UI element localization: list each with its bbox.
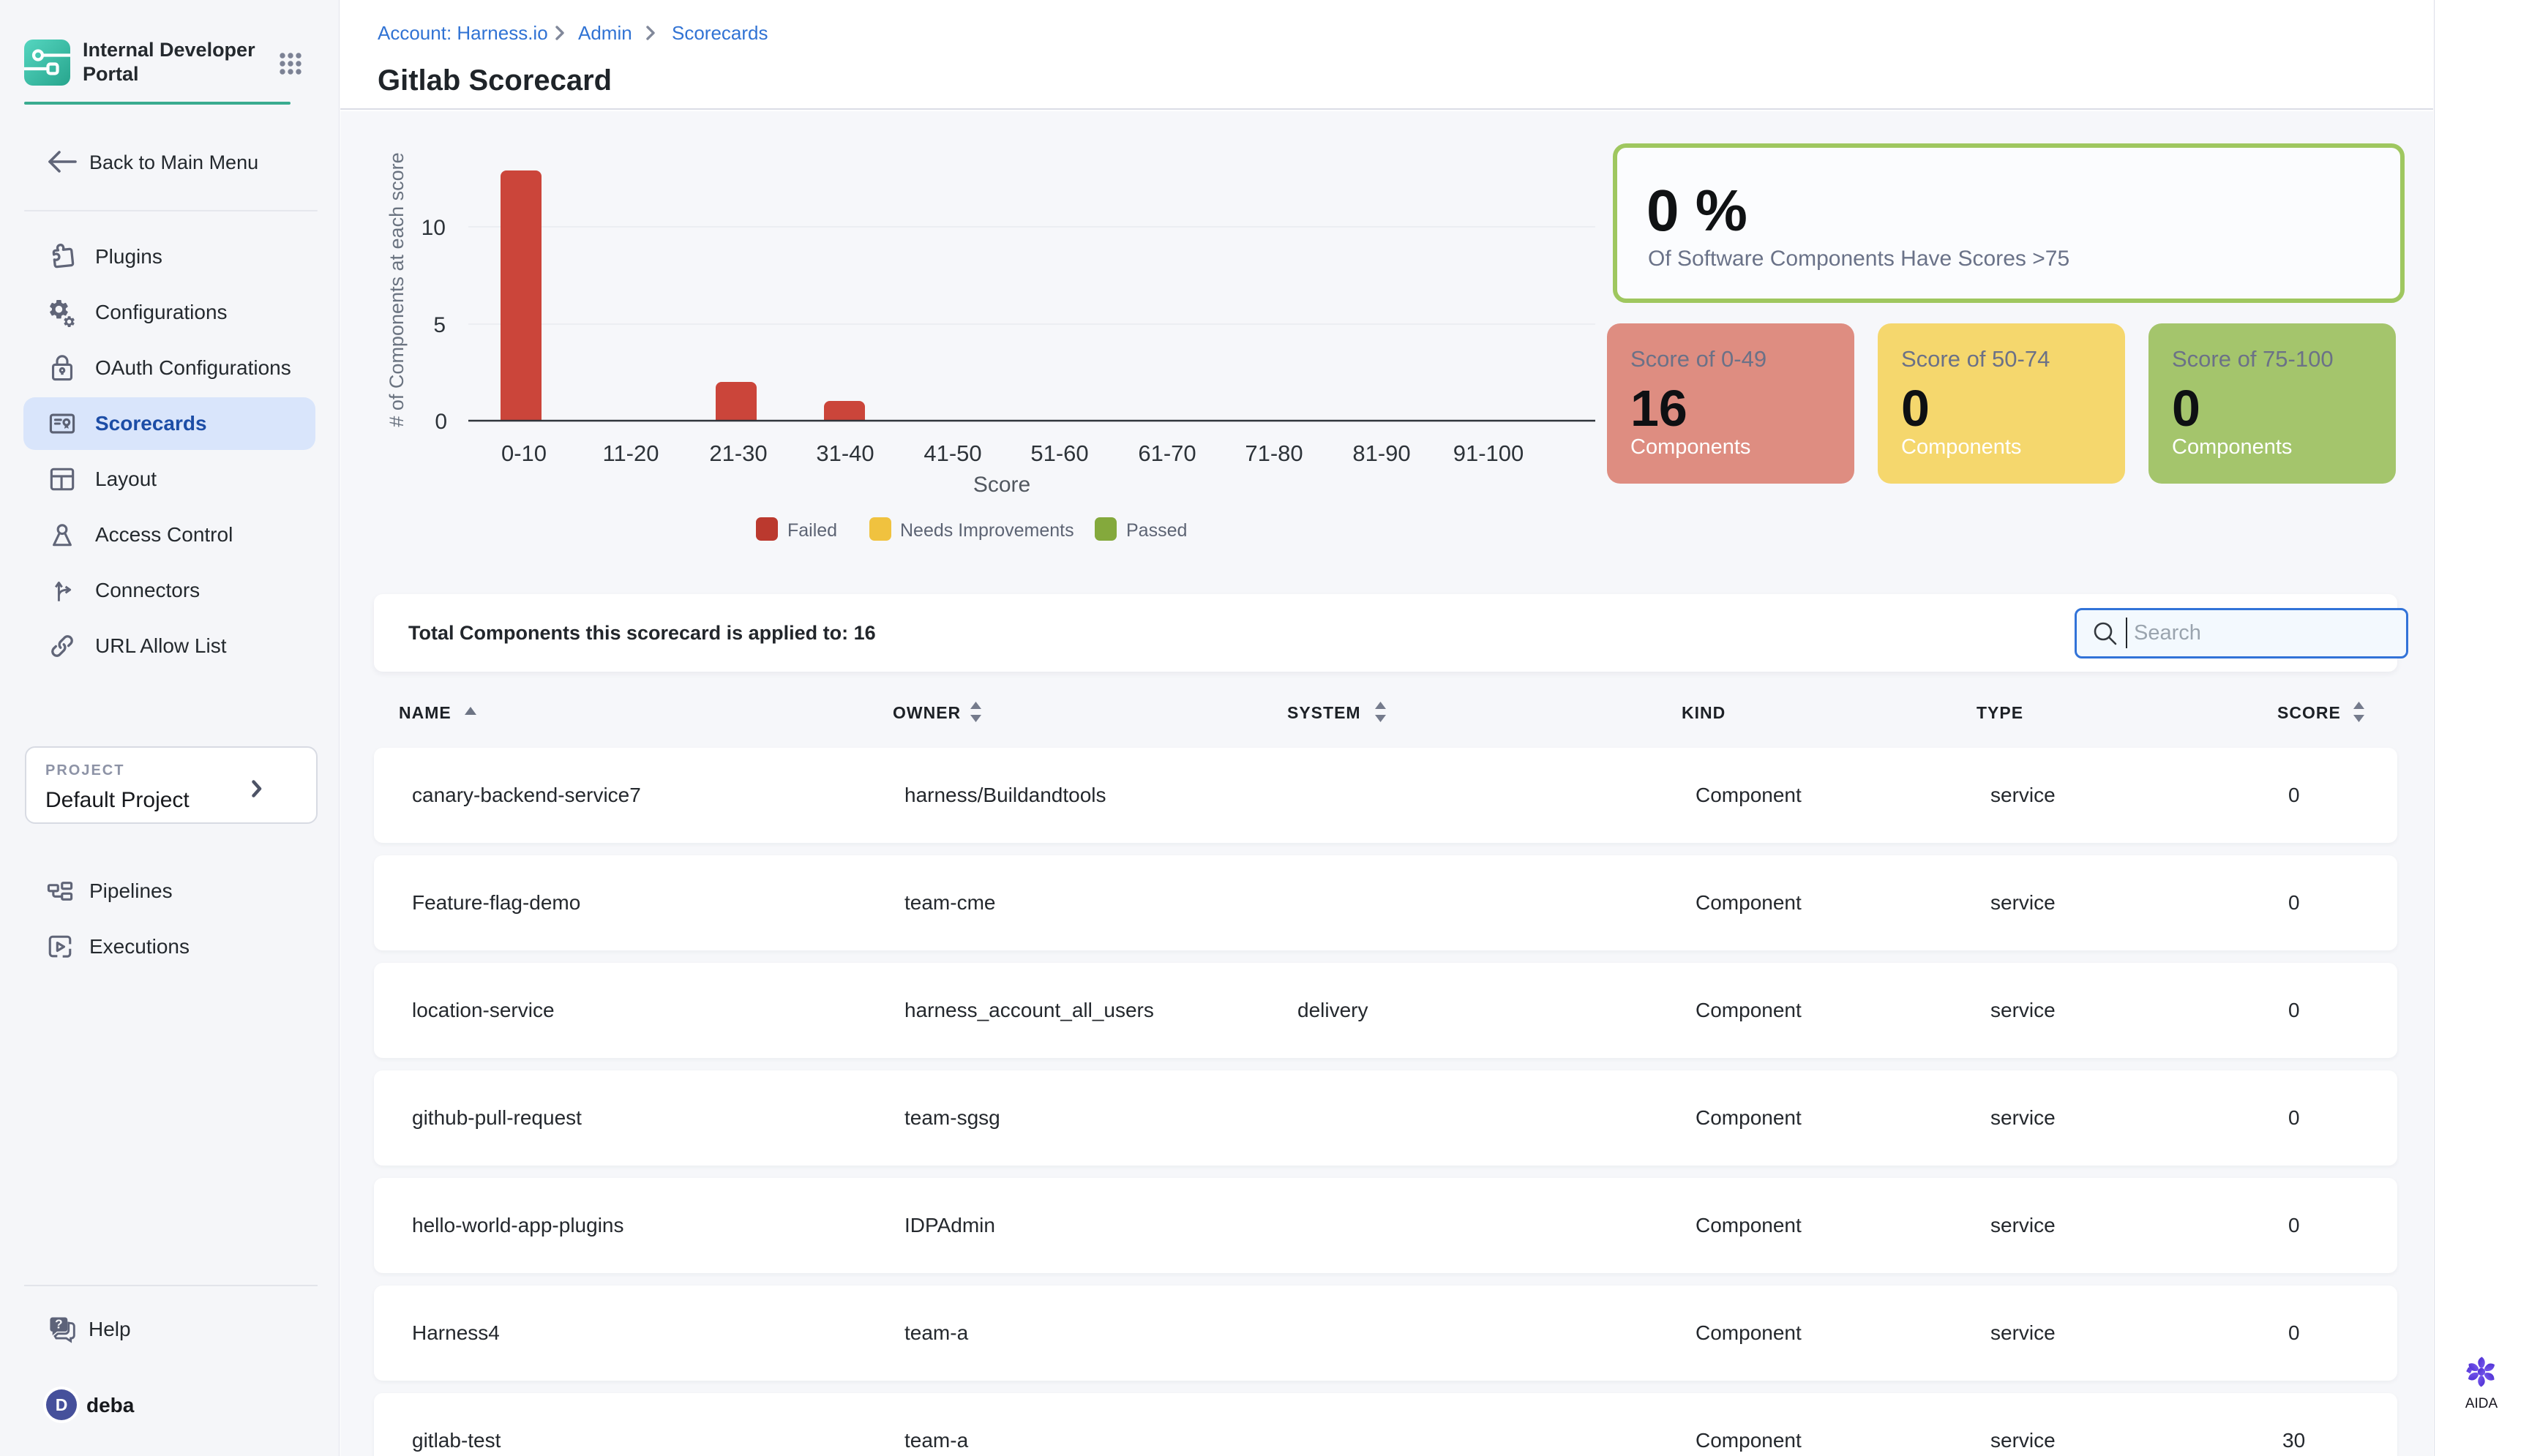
svg-text:31-40: 31-40 bbox=[816, 440, 874, 466]
svg-text:# of Components at each score: # of Components at each score bbox=[386, 152, 408, 427]
svg-text:?: ? bbox=[55, 1317, 63, 1332]
svg-text:5: 5 bbox=[433, 313, 446, 337]
svg-text:61-70: 61-70 bbox=[1138, 440, 1196, 466]
svg-text:41-50: 41-50 bbox=[923, 440, 981, 466]
svg-text:0: 0 bbox=[435, 410, 447, 434]
svg-text:91-100: 91-100 bbox=[1453, 440, 1524, 466]
svg-text:Failed: Failed bbox=[787, 520, 837, 541]
svg-text:Needs Improvements: Needs Improvements bbox=[900, 520, 1074, 541]
svg-text:Score: Score bbox=[973, 473, 1030, 497]
svg-text:81-90: 81-90 bbox=[1352, 440, 1410, 466]
svg-text:11-20: 11-20 bbox=[603, 440, 659, 466]
svg-text:10: 10 bbox=[422, 216, 446, 240]
svg-text:Passed: Passed bbox=[1126, 520, 1187, 541]
svg-text:71-80: 71-80 bbox=[1245, 440, 1303, 466]
svg-text:21-30: 21-30 bbox=[709, 440, 767, 466]
svg-text:0-10: 0-10 bbox=[501, 440, 547, 466]
svg-text:51-60: 51-60 bbox=[1030, 440, 1088, 466]
